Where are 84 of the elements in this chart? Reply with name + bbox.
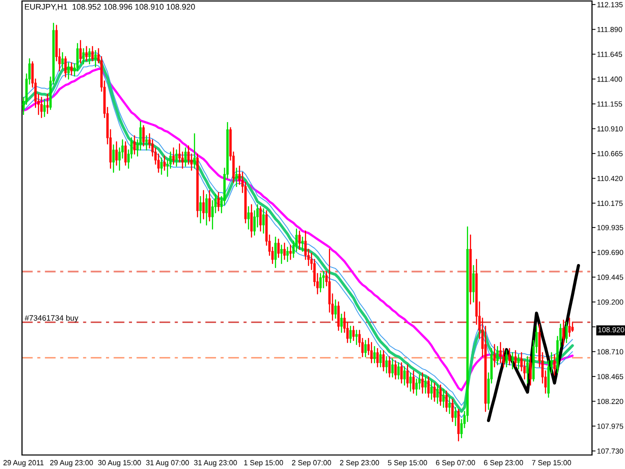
- candlestick: [280, 244, 283, 264]
- candlestick: [430, 380, 433, 400]
- candlestick: [208, 190, 211, 222]
- candlestick: [454, 406, 457, 426]
- candlestick: [247, 206, 250, 230]
- candlestick: [448, 396, 451, 414]
- candlestick: [394, 360, 397, 380]
- candlestick: [46, 94, 49, 114]
- candlestick: [355, 330, 358, 346]
- candlestick: [382, 350, 385, 372]
- candlestick: [88, 48, 91, 64]
- candlestick: [289, 244, 292, 260]
- candlestick: [202, 190, 205, 220]
- candlestick: [385, 356, 388, 374]
- candlestick: [427, 376, 430, 398]
- candlestick: [340, 314, 343, 333]
- candlestick: [364, 340, 367, 358]
- candlestick: [193, 133, 196, 169]
- candlestick: [259, 206, 262, 232]
- candlestick: [64, 56, 67, 78]
- candlestick: [322, 271, 325, 288]
- candlestick: [235, 168, 238, 188]
- candlestick: [43, 98, 46, 118]
- candlestick: [115, 141, 118, 166]
- candlestick: [439, 384, 442, 406]
- candlestick: [391, 358, 394, 378]
- candlestick: [400, 362, 403, 384]
- candlestick: [415, 378, 418, 396]
- candlestick: [412, 370, 415, 394]
- candlestick: [349, 326, 352, 344]
- candlestick: [445, 390, 448, 412]
- candlestick: [40, 96, 43, 118]
- candlestick: [286, 246, 289, 262]
- chart-title: EURJPY,H1 108.952 108.996 108.910 108.920: [24, 4, 195, 11]
- candlestick: [79, 40, 82, 64]
- candlestick: [274, 236, 277, 268]
- candlestick: [472, 264, 475, 303]
- candlestick: [82, 48, 85, 64]
- candlestick: [262, 208, 265, 234]
- candlestick: [337, 301, 340, 331]
- candlestick: [283, 242, 286, 260]
- candlestick: [424, 376, 427, 394]
- candlestick: [160, 158, 163, 175]
- candlestick: [205, 194, 208, 226]
- candlestick: [175, 149, 178, 167]
- candlestick: [529, 356, 532, 386]
- candlestick: [388, 356, 391, 378]
- candlestick: [163, 155, 166, 171]
- candlestick: [217, 192, 220, 212]
- candlestick: [370, 342, 373, 364]
- candlestick: [277, 238, 280, 258]
- candlestick: [379, 350, 382, 368]
- candlestick: [436, 384, 439, 404]
- candlestick: [376, 348, 379, 368]
- candlestick: [172, 147, 175, 165]
- candlestick: [145, 135, 148, 151]
- candlestick: [112, 144, 115, 173]
- candlestick: [94, 50, 97, 68]
- candlestick: [373, 346, 376, 364]
- candlestick: [298, 230, 301, 250]
- candlestick: [406, 364, 409, 388]
- candlestick: [421, 372, 424, 394]
- candlestick: [124, 141, 127, 166]
- candlestick: [67, 62, 70, 80]
- candlestick: [403, 366, 406, 386]
- candlestick: [133, 135, 136, 155]
- candlestick: [142, 125, 145, 146]
- candlestick: [457, 408, 460, 442]
- candlestick: [70, 62, 73, 76]
- candlestick: [319, 273, 322, 292]
- candlestick: [409, 372, 412, 392]
- candlestick: [250, 204, 253, 238]
- candlestick: [199, 196, 202, 224]
- candlestick: [184, 147, 187, 167]
- candlestick: [433, 382, 436, 402]
- candlestick: [352, 326, 355, 342]
- candlestick: [61, 52, 64, 70]
- candlestick: [301, 236, 304, 252]
- candlestick: [334, 299, 337, 319]
- candlestick: [397, 362, 400, 380]
- candlestick: [91, 46, 94, 62]
- candlestick: [451, 398, 454, 422]
- candlestick: [442, 388, 445, 408]
- candlestick: [85, 46, 88, 62]
